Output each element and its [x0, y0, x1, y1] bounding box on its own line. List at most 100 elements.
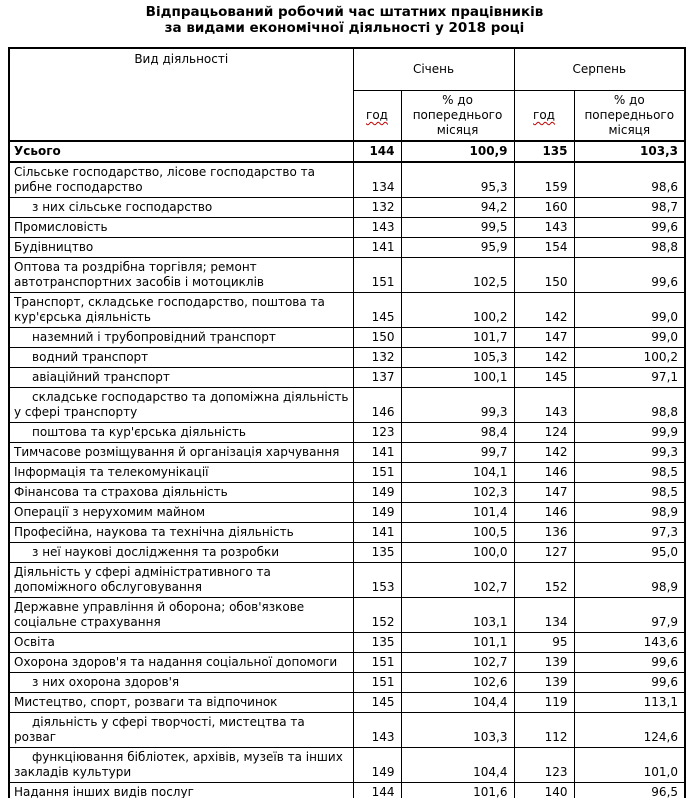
august-percent-value: 98,7 [573, 197, 686, 218]
table-row: Оптова та роздрібна торгівля; ремонт авт… [8, 257, 686, 293]
january-hours-value: 151 [352, 462, 402, 483]
january-percent-value: 100,0 [400, 542, 515, 563]
january-hours-value: 146 [352, 387, 402, 423]
august-hours-value: 143 [513, 387, 575, 423]
august-hours-value: 139 [513, 652, 575, 673]
january-percent-value: 102,7 [400, 652, 515, 673]
january-hours-value: 153 [352, 562, 402, 598]
january-percent-value: 99,3 [400, 387, 515, 423]
january-percent-value: 100,9 [400, 140, 515, 163]
january-hours-value: 132 [352, 347, 402, 368]
january-percent-value: 102,6 [400, 672, 515, 693]
january-percent-value: 102,7 [400, 562, 515, 598]
january-percent-value: 99,7 [400, 442, 515, 463]
activity-label: Державне управління й оборона; обов'язко… [8, 597, 354, 633]
august-percent-value: 97,3 [573, 522, 686, 543]
august-hours-value: 150 [513, 257, 575, 293]
table-body: Усього 144 100,9 135 103,3 Сільське господарс… [8, 140, 686, 798]
table-row: наземний і трубопровідний транспорт 150 10… [8, 327, 686, 348]
january-hours-value: 123 [352, 422, 402, 443]
august-percent-value: 99,6 [573, 672, 686, 693]
table-row: Будівництво 141 95,9 154 98,8 [8, 237, 686, 258]
activity-label: Промисловість [8, 217, 354, 238]
activity-label: Оптова та роздрібна торгівля; ремонт авт… [8, 257, 354, 293]
august-percent-value: 99,6 [573, 217, 686, 238]
activity-label: Усього [8, 140, 354, 163]
table-row: Інформація та телекомунікації 151 104,1 146… [8, 462, 686, 483]
report-title-line2: за видами економічної діяльності у 2018 … [164, 20, 525, 36]
activity-label: Операції з нерухомим майном [8, 502, 354, 523]
column-header-hours-january: год [352, 90, 402, 142]
column-header-percent-january: % до попереднього місяця [400, 90, 515, 142]
table-row: Державне управління й оборона; обов'язко… [8, 597, 686, 633]
table-row: авіаційний транспорт 137 100,1 145 97,1 [8, 367, 686, 388]
activity-label: Тимчасове розміщування й організація хар… [8, 442, 354, 463]
august-hours-value: 136 [513, 522, 575, 543]
hours-label-august: год [533, 108, 555, 122]
january-percent-value: 102,5 [400, 257, 515, 293]
august-percent-value: 97,1 [573, 367, 686, 388]
january-percent-value: 94,2 [400, 197, 515, 218]
table-row: Надання інших видів послуг 144 101,6 140 96,… [8, 782, 686, 798]
activity-label: Фінансова та страхова діяльність [8, 482, 354, 503]
august-percent-value: 99,9 [573, 422, 686, 443]
table-row: Освіта 135 101,1 95 143,6 [8, 632, 686, 653]
january-hours-value: 151 [352, 672, 402, 693]
january-percent-value: 100,1 [400, 367, 515, 388]
activity-label: Діяльність у сфері адміністративного та … [8, 562, 354, 598]
january-percent-value: 99,5 [400, 217, 515, 238]
august-hours-value: 124 [513, 422, 575, 443]
january-percent-value: 105,3 [400, 347, 515, 368]
january-hours-value: 137 [352, 367, 402, 388]
january-hours-value: 149 [352, 482, 402, 503]
column-group-january: Січень [352, 47, 515, 91]
august-percent-value: 98,5 [573, 482, 686, 503]
table-row: поштова та кур'єрська діяльність 123 98,4 1… [8, 422, 686, 443]
august-hours-value: 143 [513, 217, 575, 238]
activity-label: авіаційний транспорт [8, 367, 354, 388]
activity-label: Будівництво [8, 237, 354, 258]
august-hours-value: 139 [513, 672, 575, 693]
table-row: Промисловість 143 99,5 143 99,6 [8, 217, 686, 238]
january-hours-value: 143 [352, 217, 402, 238]
activity-label: діяльність у сфері творчості, мистецтва … [8, 712, 354, 748]
january-hours-value: 149 [352, 747, 402, 783]
august-hours-value: 147 [513, 482, 575, 503]
table-row: Охорона здоров'я та надання соціальної д… [8, 652, 686, 673]
january-hours-value: 145 [352, 292, 402, 328]
table-row: водний транспорт 132 105,3 142 100,2 [8, 347, 686, 368]
january-percent-value: 101,1 [400, 632, 515, 653]
january-hours-value: 144 [352, 782, 402, 798]
activity-label: поштова та кур'єрська діяльність [8, 422, 354, 443]
january-hours-value: 141 [352, 237, 402, 258]
january-percent-value: 101,4 [400, 502, 515, 523]
august-hours-value: 147 [513, 327, 575, 348]
worked-hours-table: Вид діяльності Січень Серпень год % до п… [8, 47, 687, 798]
table-header: Вид діяльності Січень Серпень год % до п… [8, 47, 686, 142]
january-hours-value: 135 [352, 632, 402, 653]
january-percent-value: 103,1 [400, 597, 515, 633]
activity-label: Освіта [8, 632, 354, 653]
january-percent-value: 102,3 [400, 482, 515, 503]
activity-label: водний транспорт [8, 347, 354, 368]
august-hours-value: 142 [513, 442, 575, 463]
january-hours-value: 135 [352, 542, 402, 563]
january-hours-value: 144 [352, 140, 402, 163]
table-row: з них сільське господарство 132 94,2 160 98,… [8, 197, 686, 218]
table-row: з них охорона здоров'я 151 102,6 139 99,6 [8, 672, 686, 693]
report-title: Відпрацьований робочий час штатних праці… [0, 0, 689, 36]
january-hours-value: 134 [352, 161, 402, 198]
january-hours-value: 152 [352, 597, 402, 633]
august-hours-value: 146 [513, 502, 575, 523]
august-hours-value: 142 [513, 347, 575, 368]
activity-label: Транспорт, складське господарство, пошто… [8, 292, 354, 328]
table-row: Сільське господарство, лісове господарст… [8, 161, 686, 198]
august-hours-value: 160 [513, 197, 575, 218]
august-hours-value: 154 [513, 237, 575, 258]
august-percent-value: 96,5 [573, 782, 686, 798]
column-header-activity: Вид діяльності [8, 47, 354, 142]
august-percent-value: 98,8 [573, 237, 686, 258]
august-percent-value: 101,0 [573, 747, 686, 783]
august-percent-value: 98,9 [573, 502, 686, 523]
